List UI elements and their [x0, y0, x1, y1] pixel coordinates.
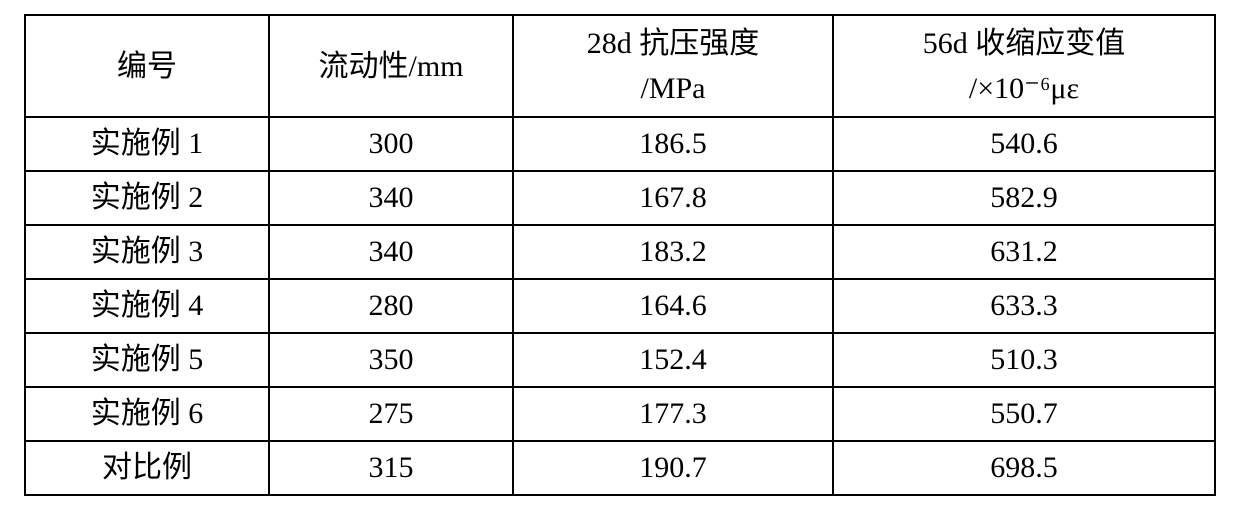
col-header-shrink-line2: /×10⁻⁶με: [834, 66, 1214, 111]
cell-flow: 280: [269, 279, 513, 333]
col-header-shrink-line1: 56d 收缩应变值: [834, 21, 1214, 66]
cell-id: 对比例: [25, 441, 269, 495]
cell-id: 实施例 2: [25, 171, 269, 225]
table-header-row: 编号 流动性/mm 28d 抗压强度 /MPa 56d 收缩应变值 /×10⁻⁶…: [25, 15, 1215, 117]
cell-id: 实施例 3: [25, 225, 269, 279]
table-row: 实施例 6 275 177.3 550.7: [25, 387, 1215, 441]
cell-strength: 183.2: [513, 225, 833, 279]
col-header-shrink: 56d 收缩应变值 /×10⁻⁶με: [833, 15, 1215, 117]
cell-shrink: 582.9: [833, 171, 1215, 225]
cell-shrink: 550.7: [833, 387, 1215, 441]
cell-id: 实施例 4: [25, 279, 269, 333]
cell-flow: 300: [269, 117, 513, 171]
cell-id: 实施例 1: [25, 117, 269, 171]
table-row: 对比例 315 190.7 698.5: [25, 441, 1215, 495]
cell-shrink: 633.3: [833, 279, 1215, 333]
cell-flow: 350: [269, 333, 513, 387]
cell-strength: 164.6: [513, 279, 833, 333]
col-header-flow-line1: 流动性/mm: [270, 44, 512, 89]
cell-strength: 167.8: [513, 171, 833, 225]
table-row: 实施例 1 300 186.5 540.6: [25, 117, 1215, 171]
cell-strength: 186.5: [513, 117, 833, 171]
cell-shrink: 698.5: [833, 441, 1215, 495]
cell-strength: 152.4: [513, 333, 833, 387]
col-header-strength: 28d 抗压强度 /MPa: [513, 15, 833, 117]
cell-flow: 275: [269, 387, 513, 441]
cell-shrink: 540.6: [833, 117, 1215, 171]
col-header-id: 编号: [25, 15, 269, 117]
cell-strength: 177.3: [513, 387, 833, 441]
table-container: 编号 流动性/mm 28d 抗压强度 /MPa 56d 收缩应变值 /×10⁻⁶…: [0, 0, 1240, 510]
cell-shrink: 510.3: [833, 333, 1215, 387]
table-row: 实施例 2 340 167.8 582.9: [25, 171, 1215, 225]
cell-id: 实施例 6: [25, 387, 269, 441]
cell-id: 实施例 5: [25, 333, 269, 387]
cell-strength: 190.7: [513, 441, 833, 495]
data-table: 编号 流动性/mm 28d 抗压强度 /MPa 56d 收缩应变值 /×10⁻⁶…: [24, 14, 1216, 496]
cell-flow: 340: [269, 171, 513, 225]
table-row: 实施例 5 350 152.4 510.3: [25, 333, 1215, 387]
cell-flow: 340: [269, 225, 513, 279]
col-header-strength-line1: 28d 抗压强度: [514, 21, 832, 66]
table-row: 实施例 4 280 164.6 633.3: [25, 279, 1215, 333]
col-header-flow: 流动性/mm: [269, 15, 513, 117]
col-header-id-line1: 编号: [26, 44, 268, 89]
cell-shrink: 631.2: [833, 225, 1215, 279]
table-row: 实施例 3 340 183.2 631.2: [25, 225, 1215, 279]
cell-flow: 315: [269, 441, 513, 495]
col-header-strength-line2: /MPa: [514, 66, 832, 111]
